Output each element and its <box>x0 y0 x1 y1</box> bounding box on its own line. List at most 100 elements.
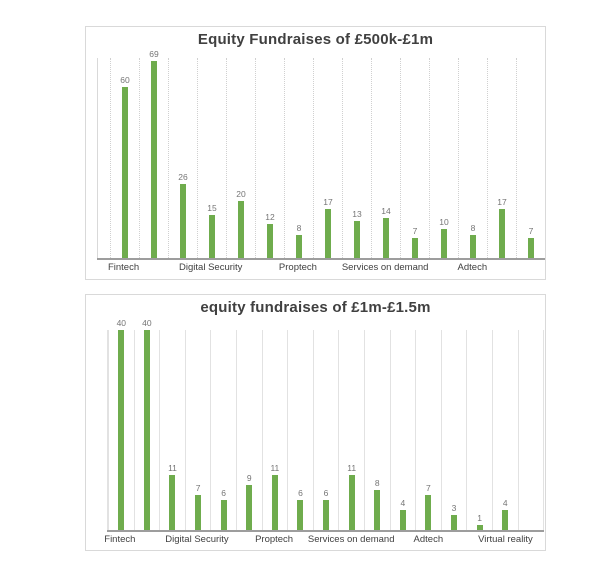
category-axis: Fintech Digital Security Proptech Services … <box>97 262 545 276</box>
bar <box>502 510 509 530</box>
category-slot: 60 <box>110 58 139 258</box>
bar-value-label: 15 <box>207 203 217 213</box>
category-slot <box>517 330 544 530</box>
category-axis-label: Digital Security <box>165 534 229 545</box>
chart-title: equity fundraises of £1m-£1.5m <box>200 299 431 316</box>
bar <box>118 330 125 530</box>
bar-value-label: 17 <box>497 197 507 207</box>
bar-value-label: 26 <box>178 172 188 182</box>
bar <box>528 238 534 258</box>
bar <box>451 515 458 530</box>
bar-value-label: 6 <box>221 488 227 498</box>
bar-value-label: 7 <box>195 483 201 493</box>
bar <box>246 485 253 530</box>
bar <box>374 490 381 530</box>
category-slot: 40 <box>133 318 160 530</box>
bar-value-label: 6 <box>298 488 303 498</box>
bar-value-label: 13 <box>352 209 362 219</box>
category-axis-label: Adtech <box>413 534 444 545</box>
bar <box>297 500 304 530</box>
bar-value-label: 20 <box>236 189 246 199</box>
bar <box>271 475 278 530</box>
bar-value-label: 11 <box>270 463 280 473</box>
category-axis-label: Services on demand <box>341 262 429 273</box>
bar <box>180 184 186 258</box>
category-slot: 40 <box>108 318 134 530</box>
bar-value-label: 14 <box>381 206 391 216</box>
category-slot: 14 <box>371 58 400 258</box>
bar-value-label: 4 <box>400 498 406 508</box>
category-slot: 13 <box>342 58 371 258</box>
bar <box>169 475 176 530</box>
category-slot: 6 <box>210 330 236 530</box>
bar <box>325 209 331 258</box>
bar-value-label: 8 <box>374 478 380 488</box>
category-slot: 8 <box>363 330 390 530</box>
bar-value-label: 8 <box>470 223 476 233</box>
bar-value-label: 69 <box>149 49 159 59</box>
chart-equity-fundraises-1m-1.5m: equity fundraises of £1m-£1.5m 40 40 11 7 6 9… <box>85 294 546 551</box>
category-axis-label: Proptech <box>255 534 294 545</box>
category-slot: 10 <box>429 58 458 258</box>
bar-value-label: 1 <box>477 513 482 523</box>
bar-value-label: 3 <box>451 503 457 513</box>
bar <box>383 218 389 258</box>
bar-value-label: 7 <box>528 226 534 236</box>
category-slot: 17 <box>487 58 516 258</box>
bar <box>323 500 330 530</box>
category-slot: 7 <box>184 330 211 530</box>
bar <box>476 525 483 530</box>
category-slot: 11 <box>338 330 364 530</box>
category-slot: 4 <box>389 330 416 530</box>
category-axis-label: Proptech <box>278 262 317 273</box>
chart-equity-fundraises-500k-1m: Equity Fundraises of £500k-£1m 60 69 26 15 2… <box>85 26 546 280</box>
bar <box>441 229 447 258</box>
category-slot: 11 <box>159 330 185 530</box>
category-slot: 69 <box>139 49 168 258</box>
bar-value-label: 11 <box>168 463 177 473</box>
category-axis-label: Services on demand <box>307 534 395 545</box>
bar <box>195 495 202 530</box>
category-slot: 8 <box>284 58 313 258</box>
category-slot: 4 <box>491 330 518 530</box>
category-slot: 9 <box>235 330 262 530</box>
category-slot: 8 <box>458 58 487 258</box>
bar <box>238 201 244 258</box>
bar <box>499 209 505 258</box>
x-axis-line <box>107 530 544 532</box>
category-slot: 26 <box>168 58 197 258</box>
category-axis: Fintech Digital Security Proptech Services … <box>104 534 544 548</box>
category-axis-label: Fintech <box>107 262 140 273</box>
chart-title: Equity Fundraises of £500k-£1m <box>197 31 434 48</box>
category-axis-label: Virtual reality <box>478 534 533 545</box>
bar <box>122 87 128 258</box>
category-slot: 7 <box>415 330 441 530</box>
bar-value-label: 40 <box>116 318 127 328</box>
bar <box>296 235 302 258</box>
bar <box>399 510 406 530</box>
category-slot: 7 <box>516 58 545 258</box>
bar-value-label: 17 <box>323 197 333 207</box>
x-axis-line <box>97 258 545 260</box>
category-axis-label: Adtech <box>457 262 488 273</box>
bar-value-label: 7 <box>426 483 431 493</box>
category-slot: 7 <box>400 58 429 258</box>
bar <box>151 61 157 258</box>
category-slot: 1 <box>466 330 492 530</box>
bar <box>220 500 227 530</box>
bar <box>143 330 150 530</box>
bar-value-label: 12 <box>265 212 275 222</box>
bar-value-label: 11 <box>347 463 357 473</box>
bar-value-label: 6 <box>323 488 329 498</box>
category-axis-label: Digital Security <box>179 262 243 273</box>
category-axis-label: Fintech <box>104 534 136 545</box>
category-slot: 11 <box>261 330 288 530</box>
bar <box>348 475 355 530</box>
bar <box>412 238 418 258</box>
bar <box>470 235 476 258</box>
category-slot: 20 <box>226 58 255 258</box>
bar <box>354 221 360 258</box>
bar <box>425 495 432 530</box>
plot-area: 40 40 11 7 6 9 11 6 6 11 8 4 7 3 1 4 <box>107 318 544 530</box>
